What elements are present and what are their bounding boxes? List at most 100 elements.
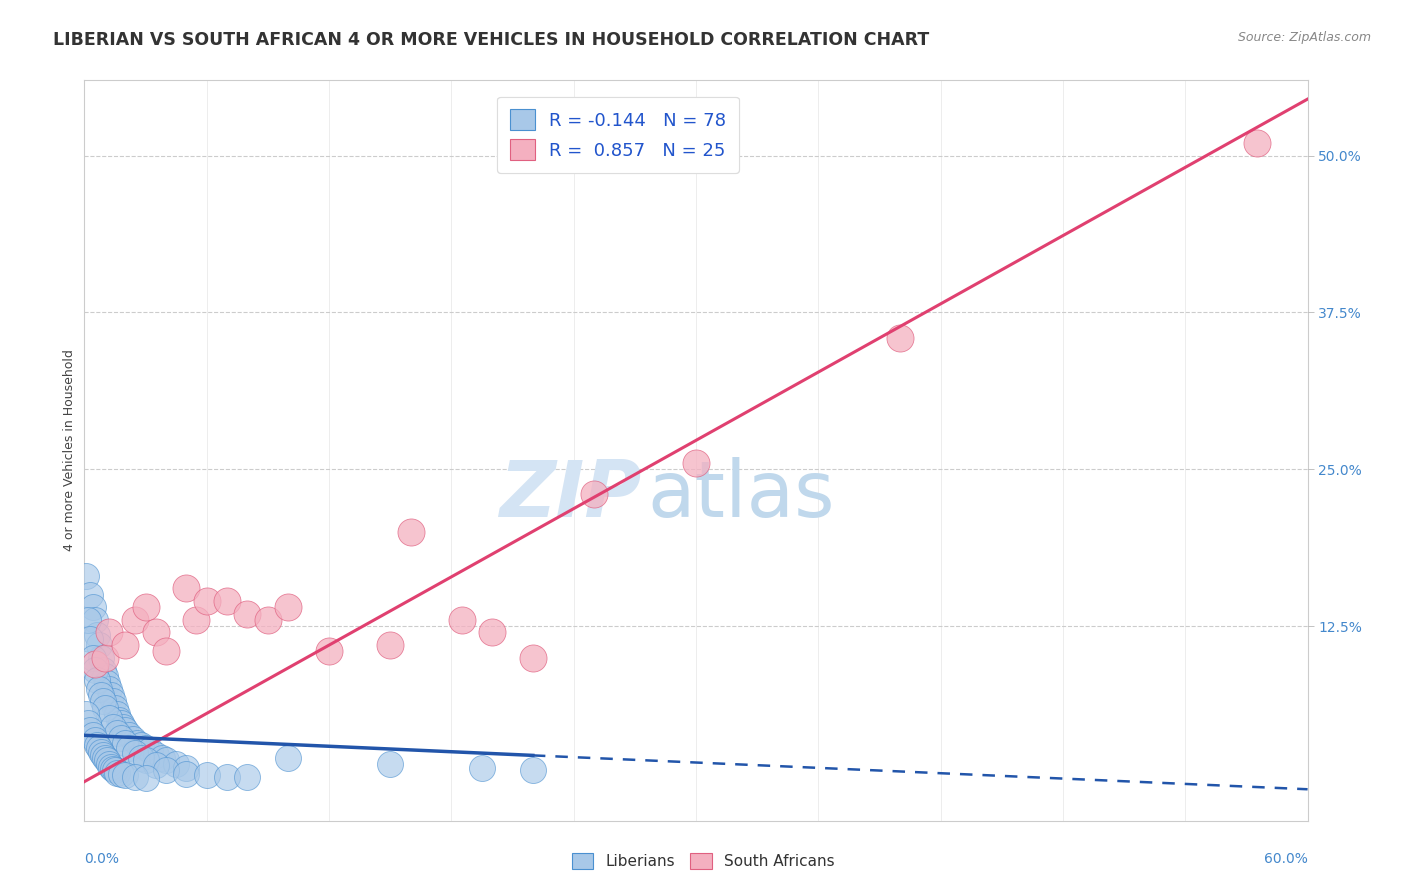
Point <box>114 723 136 738</box>
Text: atlas: atlas <box>647 457 835 533</box>
Point <box>90 688 112 702</box>
Point <box>522 650 544 665</box>
Point <box>380 757 402 772</box>
Point <box>83 733 105 747</box>
Point <box>135 753 157 767</box>
Point <box>105 706 128 721</box>
Point <box>583 487 606 501</box>
Point <box>399 524 422 539</box>
Point <box>86 628 108 642</box>
Point <box>87 740 110 755</box>
Point <box>277 751 299 765</box>
Point <box>186 613 208 627</box>
Point <box>118 740 141 755</box>
Point <box>150 751 173 765</box>
Point <box>86 673 108 687</box>
Point <box>277 600 299 615</box>
Point <box>87 638 110 652</box>
Point <box>135 771 157 785</box>
Point <box>101 762 124 776</box>
Point <box>91 748 114 763</box>
Point <box>104 764 127 778</box>
Point <box>100 688 122 702</box>
Point <box>217 770 239 784</box>
Point <box>97 711 120 725</box>
Point <box>93 669 115 683</box>
Legend: Liberians, South Africans: Liberians, South Africans <box>565 847 841 875</box>
Point <box>79 723 101 738</box>
Point <box>124 770 146 784</box>
Point <box>138 743 160 757</box>
Point <box>145 748 167 763</box>
Point <box>82 650 104 665</box>
Point <box>93 650 115 665</box>
Point <box>93 751 115 765</box>
Point <box>90 650 112 665</box>
Point <box>96 753 118 767</box>
Point <box>77 715 100 730</box>
Point <box>174 761 197 775</box>
Point <box>257 613 280 627</box>
Point <box>105 766 128 780</box>
Point <box>145 758 167 772</box>
Point <box>96 675 118 690</box>
Point <box>889 330 911 344</box>
Point <box>101 719 124 733</box>
Text: ZIP: ZIP <box>499 457 641 533</box>
Point <box>155 764 177 778</box>
Point <box>155 644 177 658</box>
Point <box>97 757 120 772</box>
Point <box>83 613 105 627</box>
Point <box>195 768 218 782</box>
Point <box>105 726 128 740</box>
Point <box>195 594 218 608</box>
Point <box>83 657 105 671</box>
Point <box>155 753 177 767</box>
Point <box>75 706 97 721</box>
Point <box>135 600 157 615</box>
Text: 0.0%: 0.0% <box>84 852 120 866</box>
Point <box>79 588 101 602</box>
Point <box>124 613 146 627</box>
Point <box>108 713 131 727</box>
Point <box>97 681 120 696</box>
Point <box>131 739 153 753</box>
Text: LIBERIAN VS SOUTH AFRICAN 4 OR MORE VEHICLES IN HOUSEHOLD CORRELATION CHART: LIBERIAN VS SOUTH AFRICAN 4 OR MORE VEHI… <box>53 31 929 49</box>
Point <box>83 663 105 677</box>
Point <box>110 731 132 745</box>
Point <box>145 625 167 640</box>
Y-axis label: 4 or more Vehicles in Household: 4 or more Vehicles in Household <box>63 350 76 551</box>
Point <box>135 740 157 755</box>
Point <box>174 582 197 596</box>
Point <box>114 768 136 782</box>
Point <box>174 767 197 781</box>
Point <box>82 600 104 615</box>
Point <box>236 770 259 784</box>
Point <box>114 638 136 652</box>
Point <box>122 732 145 747</box>
Point <box>112 719 135 733</box>
Point <box>481 625 503 640</box>
Point <box>97 625 120 640</box>
Point <box>236 607 259 621</box>
Point <box>90 745 112 759</box>
Point <box>104 700 127 714</box>
Text: 60.0%: 60.0% <box>1264 852 1308 866</box>
Point <box>91 663 114 677</box>
Point <box>93 700 115 714</box>
Point <box>77 613 100 627</box>
Point <box>110 767 132 781</box>
Point <box>217 594 239 608</box>
Point <box>100 760 122 774</box>
Point <box>101 694 124 708</box>
Point <box>124 746 146 760</box>
Point <box>82 728 104 742</box>
Text: Source: ZipAtlas.com: Source: ZipAtlas.com <box>1237 31 1371 45</box>
Point <box>380 638 402 652</box>
Point <box>87 681 110 696</box>
Point <box>522 764 544 778</box>
Point <box>110 715 132 730</box>
Point <box>471 761 494 775</box>
Point <box>118 728 141 742</box>
Point <box>450 613 472 627</box>
